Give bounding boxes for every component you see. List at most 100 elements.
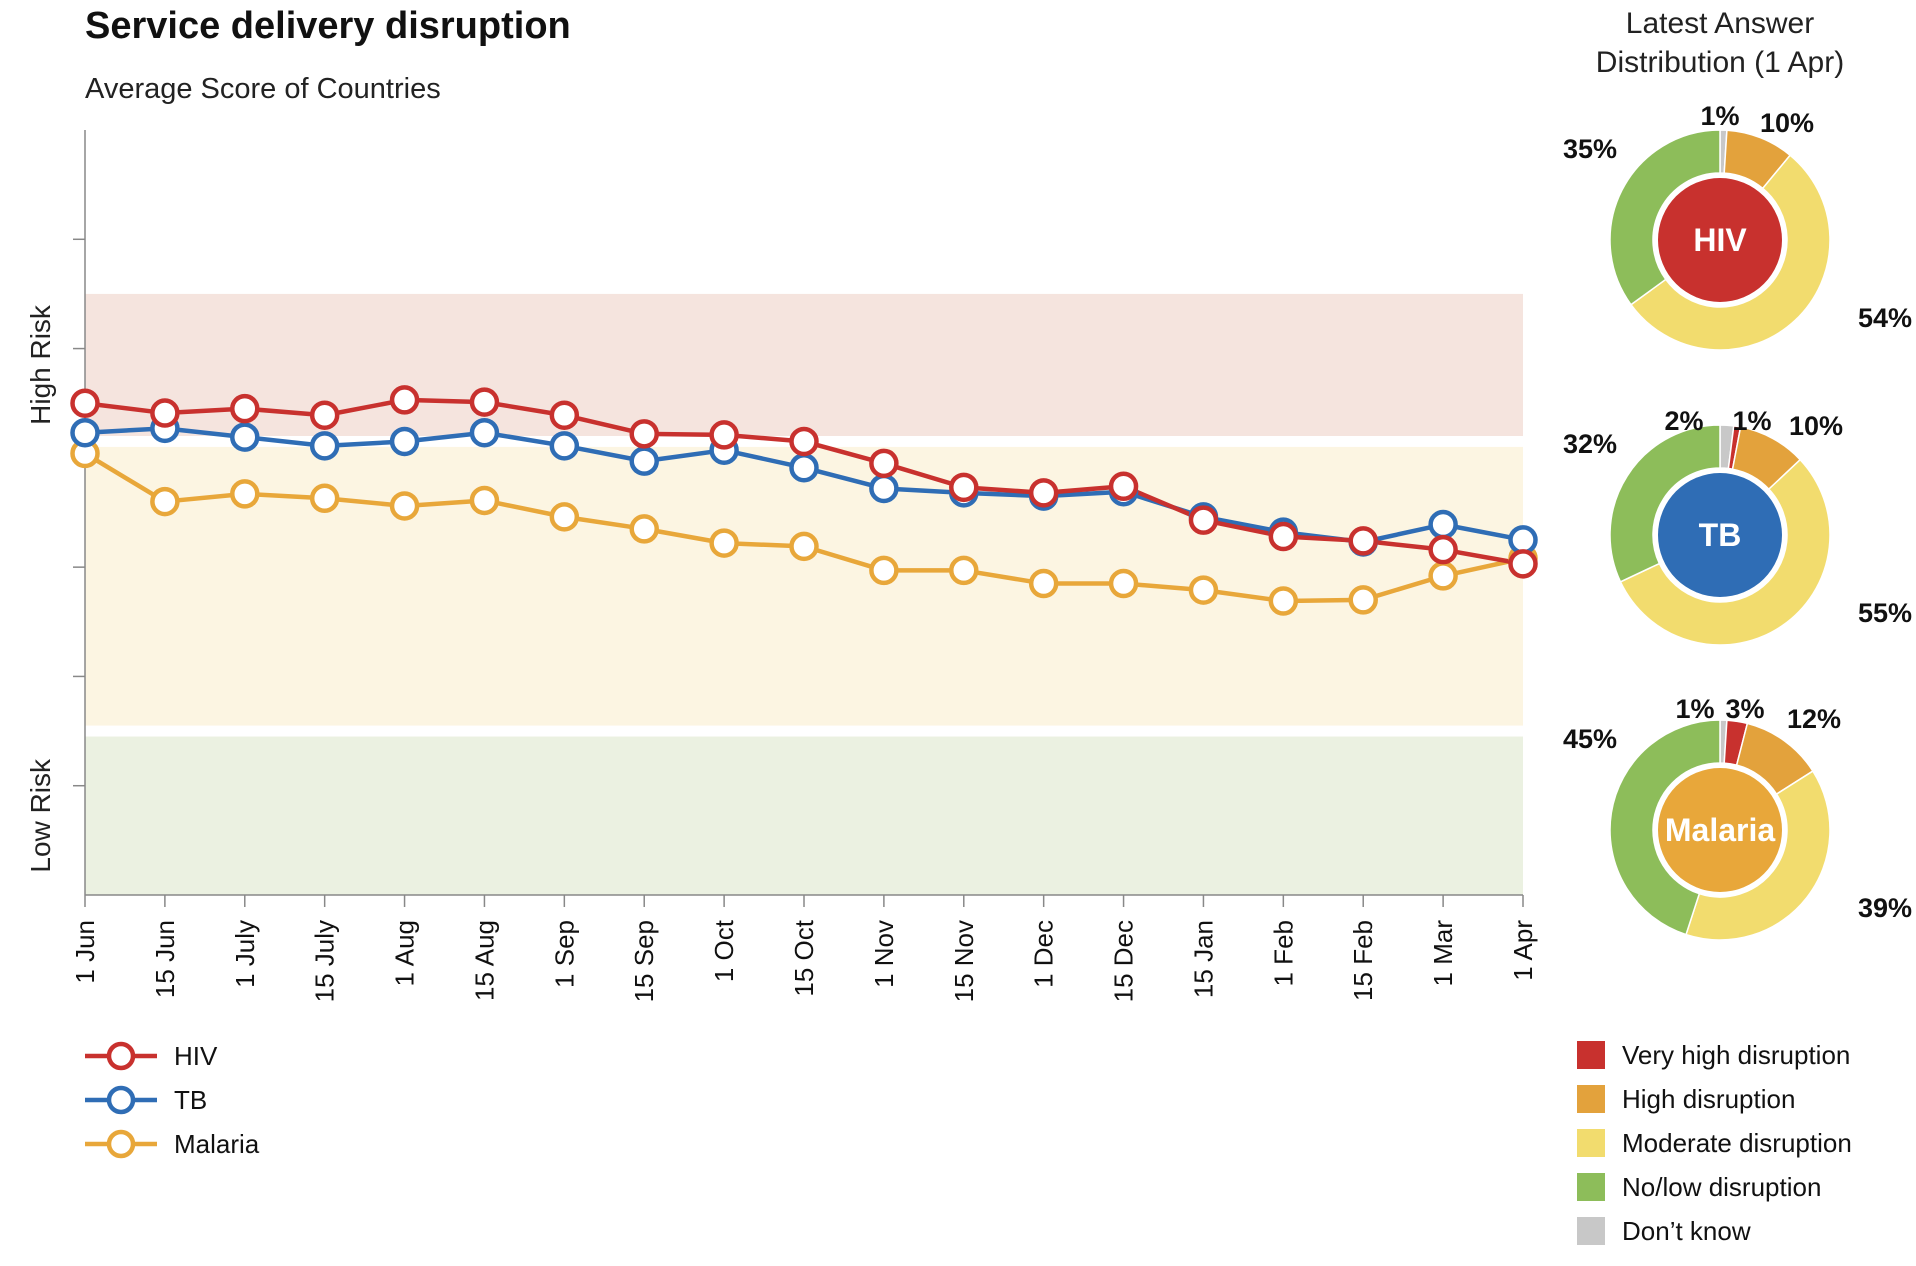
malaria-point: [230, 479, 260, 509]
risk-bands: High Risk Low Risk: [25, 293, 1523, 895]
category-legend-label: Don’t know: [1622, 1216, 1751, 1246]
hiv-slice-moderate-disruption: [1629, 154, 1831, 351]
tb-pct-label: 32%: [1563, 429, 1617, 459]
x-tick-label: 15 Oct: [789, 919, 819, 996]
x-tick-label: 1 Aug: [390, 920, 420, 987]
legends: HIV TB Malaria Very high disruption High dis…: [85, 1040, 1852, 1246]
hiv-point: [230, 393, 260, 424]
x-tick-label: 15 Dec: [1109, 920, 1139, 1002]
tb-legend-label: TB: [174, 1085, 207, 1115]
hiv-center-disc: [1658, 178, 1782, 302]
tb-point: [230, 422, 260, 452]
hiv-slice-no-low-disruption: [1609, 129, 1721, 306]
x-tick-label: 1 Feb: [1268, 920, 1298, 987]
x-tick-label: 15 Sep: [629, 920, 659, 1002]
hiv-point: [1428, 534, 1458, 565]
malaria-legend-label: Malaria: [174, 1129, 260, 1159]
malaria-point: [629, 514, 659, 544]
malaria-center-label: Malaria: [1665, 812, 1775, 848]
hiv-legend-label: HIV: [174, 1041, 218, 1071]
malaria-point: [1348, 585, 1378, 615]
x-tick-label: 1 Apr: [1508, 920, 1538, 981]
hiv-point: [709, 420, 739, 450]
hiv-point: [1348, 526, 1378, 556]
malaria-point: [1268, 586, 1299, 616]
malaria-point: [549, 502, 580, 532]
hiv-pct-label: 10%: [1760, 108, 1814, 138]
malaria-pct-label: 39%: [1858, 893, 1912, 923]
tb-legend-marker: [106, 1085, 136, 1115]
malaria-pct-label: 45%: [1563, 724, 1617, 754]
malaria-point: [389, 491, 420, 521]
category-swatch: [1577, 1085, 1605, 1113]
tb-slice-no-low-disruption: [1609, 424, 1721, 583]
tb-point: [309, 431, 340, 461]
hiv-point: [1108, 471, 1139, 502]
tb-point: [789, 452, 819, 483]
hiv-center-label: HIV: [1693, 222, 1747, 258]
malaria-center-disc: [1658, 768, 1782, 892]
hiv-pct-label: 1%: [1700, 101, 1739, 131]
distribution-title-line1: Latest Answer: [1626, 7, 1814, 40]
medium-risk-band: [85, 446, 1523, 726]
low-risk-label: Low Risk: [25, 758, 56, 873]
malaria-pct-label: 12%: [1787, 704, 1841, 734]
malaria-point: [709, 528, 739, 558]
category-swatch: [1577, 1173, 1605, 1201]
malaria-slice-no-low-disruption: [1609, 719, 1721, 936]
category-swatch: [1577, 1129, 1605, 1157]
hiv-point: [1188, 505, 1219, 535]
chart-title: Service delivery disruption: [85, 5, 571, 47]
distribution-title-line2: Distribution (1 Apr): [1596, 46, 1844, 79]
tb-center-disc: [1658, 473, 1782, 597]
tb-point: [629, 446, 659, 476]
hiv-point: [389, 385, 420, 415]
hiv-point: [469, 387, 500, 417]
tb-slice-moderate-disruption: [1619, 458, 1831, 646]
x-tick-label: 1 Nov: [869, 920, 899, 988]
hiv-pct-label: 35%: [1563, 134, 1617, 164]
hiv-point: [949, 472, 979, 503]
x-tick-label: 15 Jun: [150, 920, 180, 998]
category-legend-label: High disruption: [1622, 1084, 1795, 1114]
tb-point: [70, 417, 100, 448]
malaria-point: [1428, 561, 1458, 591]
hiv-point: [1028, 478, 1059, 508]
tb-point: [1508, 525, 1538, 555]
hiv-point: [869, 448, 899, 479]
hiv-point: [789, 426, 819, 457]
malaria-legend-marker: [106, 1129, 136, 1159]
x-tick-label: 15 Nov: [949, 920, 979, 1002]
tb-pct-label: 1%: [1732, 406, 1771, 436]
tb-point: [549, 431, 580, 461]
tb-point: [469, 417, 500, 448]
x-tick-label: 1 July: [230, 920, 260, 988]
x-tick-label: 1 Mar: [1428, 920, 1458, 987]
category-swatch: [1577, 1041, 1605, 1069]
hiv-legend-marker: [106, 1041, 136, 1071]
series-points: [70, 385, 1538, 616]
distribution-donuts: 1% 10% 54% 35% HIV 2% 1% 10% 55% 32% TB 1% 3% 12% 39% 4…: [1563, 101, 1912, 941]
category-legend-label: No/low disruption: [1622, 1172, 1821, 1202]
malaria-point: [1028, 568, 1059, 599]
malaria-point: [309, 483, 340, 514]
tb-pct-label: 2%: [1664, 406, 1703, 436]
hiv-point: [70, 388, 100, 418]
x-tick-label: 15 Aug: [469, 920, 499, 1001]
chart-subtitle: Average Score of Countries: [85, 73, 441, 105]
tb-center-label: TB: [1699, 517, 1742, 553]
hiv-point: [309, 400, 340, 430]
hiv-point: [629, 419, 659, 449]
tb-pct-label: 55%: [1858, 598, 1912, 628]
axes: 1 Jun 15 Jun 1 July 15 July 1 Aug 15 Aug 1 Sep…: [70, 130, 1538, 1002]
malaria-point: [1188, 575, 1219, 605]
tb-point: [869, 473, 899, 504]
malaria-point: [469, 485, 500, 516]
x-tick-label: 15 July: [310, 920, 340, 1002]
hiv-pct-label: 54%: [1858, 303, 1912, 333]
x-tick-label: 1 Jun: [70, 920, 100, 984]
malaria-pct-label: 3%: [1725, 694, 1764, 724]
hiv-point: [1268, 521, 1299, 552]
x-tick-label: 15 Jan: [1188, 920, 1218, 998]
